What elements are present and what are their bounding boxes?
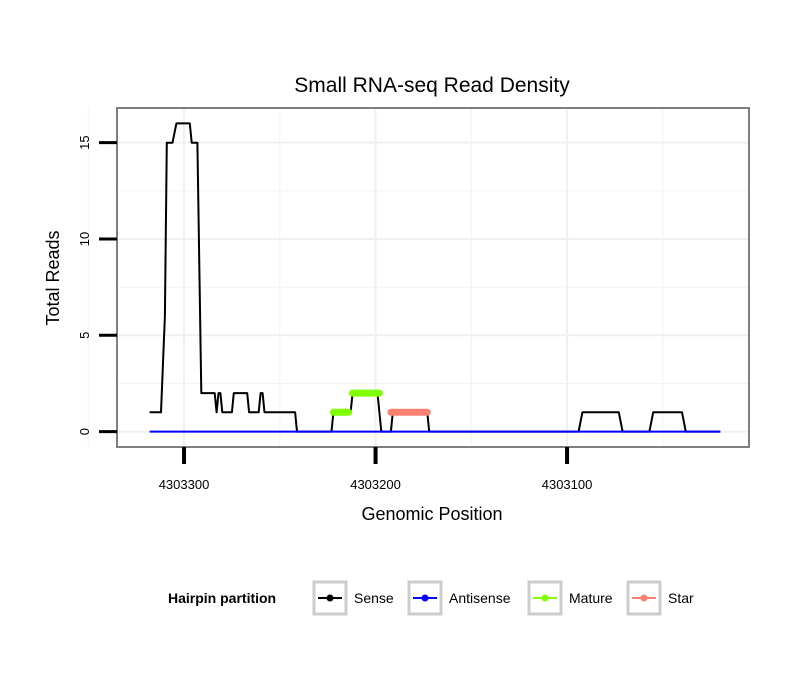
legend-label: Mature bbox=[569, 590, 613, 606]
legend-entries: Sense Antisense Mature Star bbox=[312, 580, 694, 616]
legend-label: Antisense bbox=[449, 590, 511, 606]
legend-entry-sense: Sense bbox=[312, 580, 394, 616]
legend-entry-star: Star bbox=[626, 580, 694, 616]
legend-key-point bbox=[421, 594, 429, 602]
panel-border bbox=[116, 107, 750, 448]
panel-background bbox=[117, 108, 749, 447]
legend-entry-antisense: Antisense bbox=[407, 580, 511, 616]
legend: Hairpin partition Sense Antisense Mature St… bbox=[168, 580, 694, 616]
y-tick-label: 5 bbox=[77, 332, 92, 339]
x-axis-title: Genomic Position bbox=[361, 504, 502, 524]
y-tick-label: 0 bbox=[77, 428, 92, 435]
y-tick-label: 15 bbox=[77, 135, 92, 149]
plot-panel bbox=[87, 107, 750, 448]
x-tick-label: 4303200 bbox=[350, 477, 401, 492]
y-axis: 0 5 10 15 bbox=[77, 135, 117, 435]
series-line-sense bbox=[149, 122, 721, 433]
legend-title: Hairpin partition bbox=[168, 590, 276, 606]
x-tick-label: 4303300 bbox=[159, 477, 210, 492]
chart-title: Small RNA-seq Read Density bbox=[294, 74, 570, 97]
legend-entry-mature: Mature bbox=[527, 580, 613, 616]
y-tick-label: 10 bbox=[77, 232, 92, 246]
y-axis-title: Total Reads bbox=[43, 230, 63, 325]
series-layer bbox=[149, 122, 721, 433]
x-axis: 4303300 4303200 4303100 bbox=[159, 447, 593, 492]
legend-label: Sense bbox=[354, 590, 394, 606]
grid-lines bbox=[87, 108, 749, 447]
legend-key-point bbox=[640, 594, 648, 602]
legend-key-point bbox=[326, 594, 334, 602]
legend-key-point bbox=[541, 594, 549, 602]
legend-label: Star bbox=[668, 590, 694, 606]
x-tick-label: 4303100 bbox=[542, 477, 593, 492]
